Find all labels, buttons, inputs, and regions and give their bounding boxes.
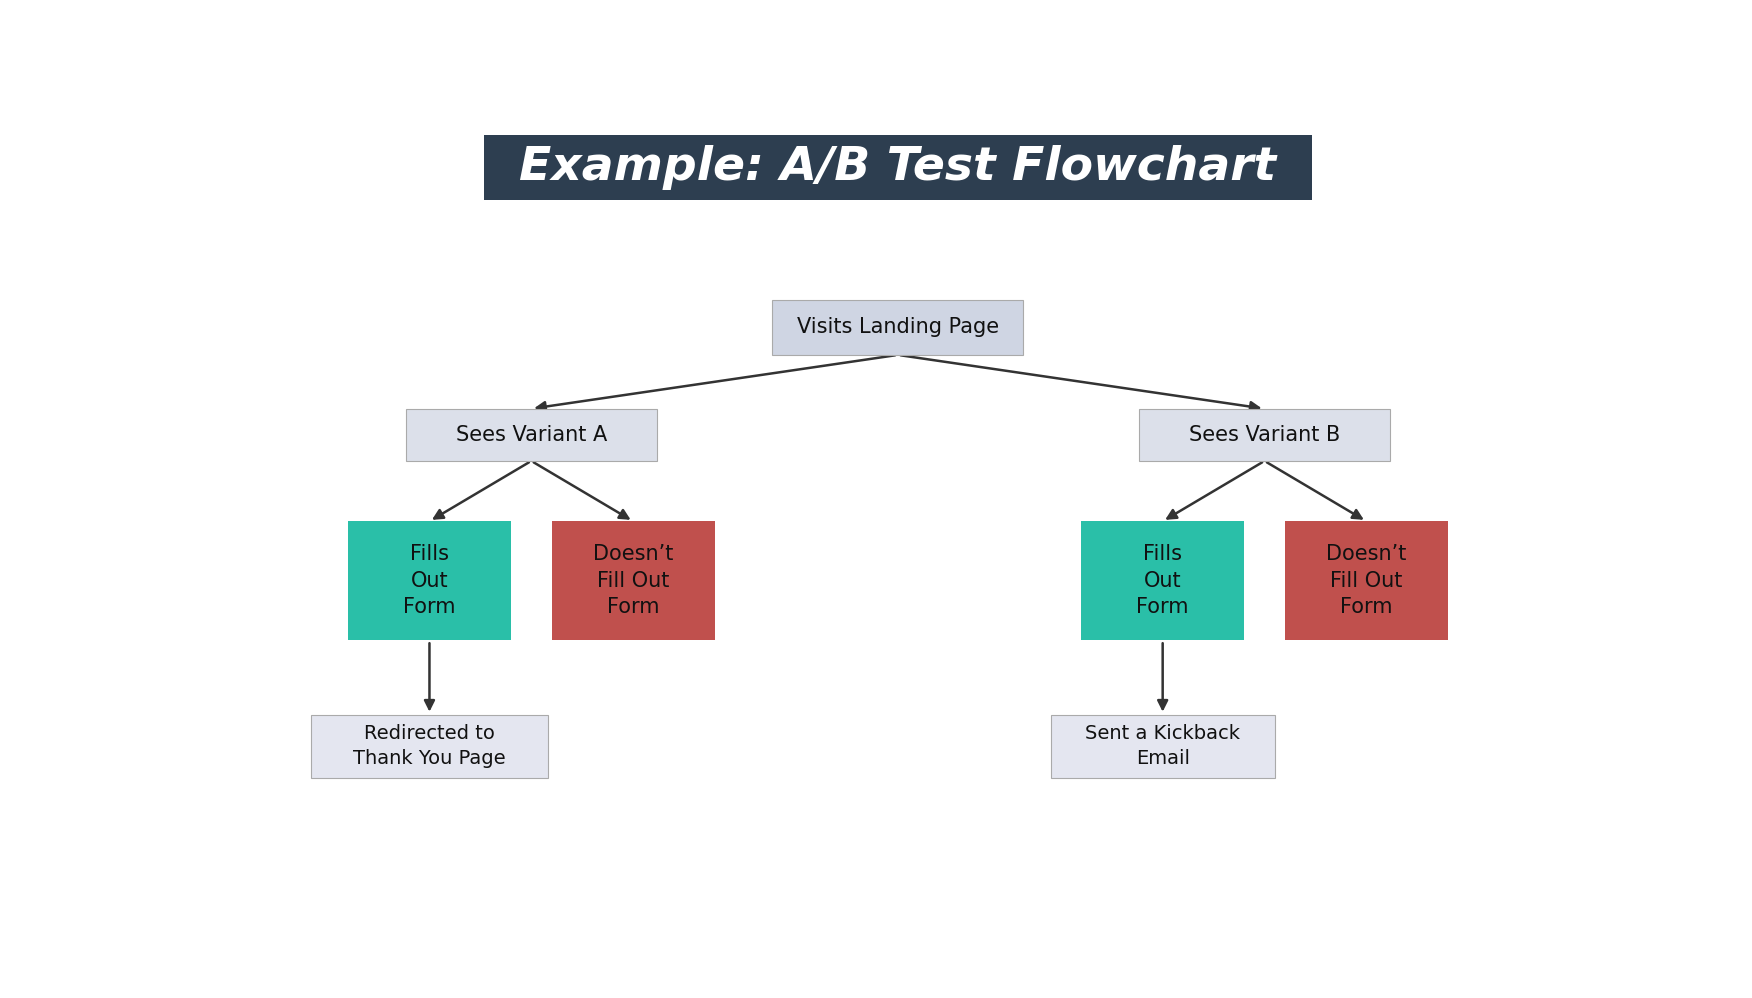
FancyBboxPatch shape xyxy=(773,299,1023,355)
Text: Redirected to
Thank You Page: Redirected to Thank You Page xyxy=(354,725,506,768)
FancyBboxPatch shape xyxy=(349,521,512,641)
FancyBboxPatch shape xyxy=(1081,521,1244,641)
FancyBboxPatch shape xyxy=(1051,715,1275,777)
FancyBboxPatch shape xyxy=(484,135,1312,201)
Text: Fills
Out
Form: Fills Out Form xyxy=(1137,545,1190,617)
Text: Sent a Kickback
Email: Sent a Kickback Email xyxy=(1084,725,1240,768)
FancyBboxPatch shape xyxy=(1139,409,1389,461)
Text: Fills
Out
Form: Fills Out Form xyxy=(403,545,456,617)
Text: Visits Landing Page: Visits Landing Page xyxy=(797,317,999,337)
FancyBboxPatch shape xyxy=(1284,521,1447,641)
Text: Doesn’t
Fill Out
Form: Doesn’t Fill Out Form xyxy=(592,545,673,617)
FancyBboxPatch shape xyxy=(310,715,548,777)
Text: Sees Variant A: Sees Variant A xyxy=(456,425,606,445)
Text: Sees Variant B: Sees Variant B xyxy=(1190,425,1340,445)
FancyBboxPatch shape xyxy=(406,409,657,461)
Text: Example: A/B Test Flowchart: Example: A/B Test Flowchart xyxy=(519,146,1277,191)
FancyBboxPatch shape xyxy=(552,521,715,641)
Text: Doesn’t
Fill Out
Form: Doesn’t Fill Out Form xyxy=(1326,545,1407,617)
